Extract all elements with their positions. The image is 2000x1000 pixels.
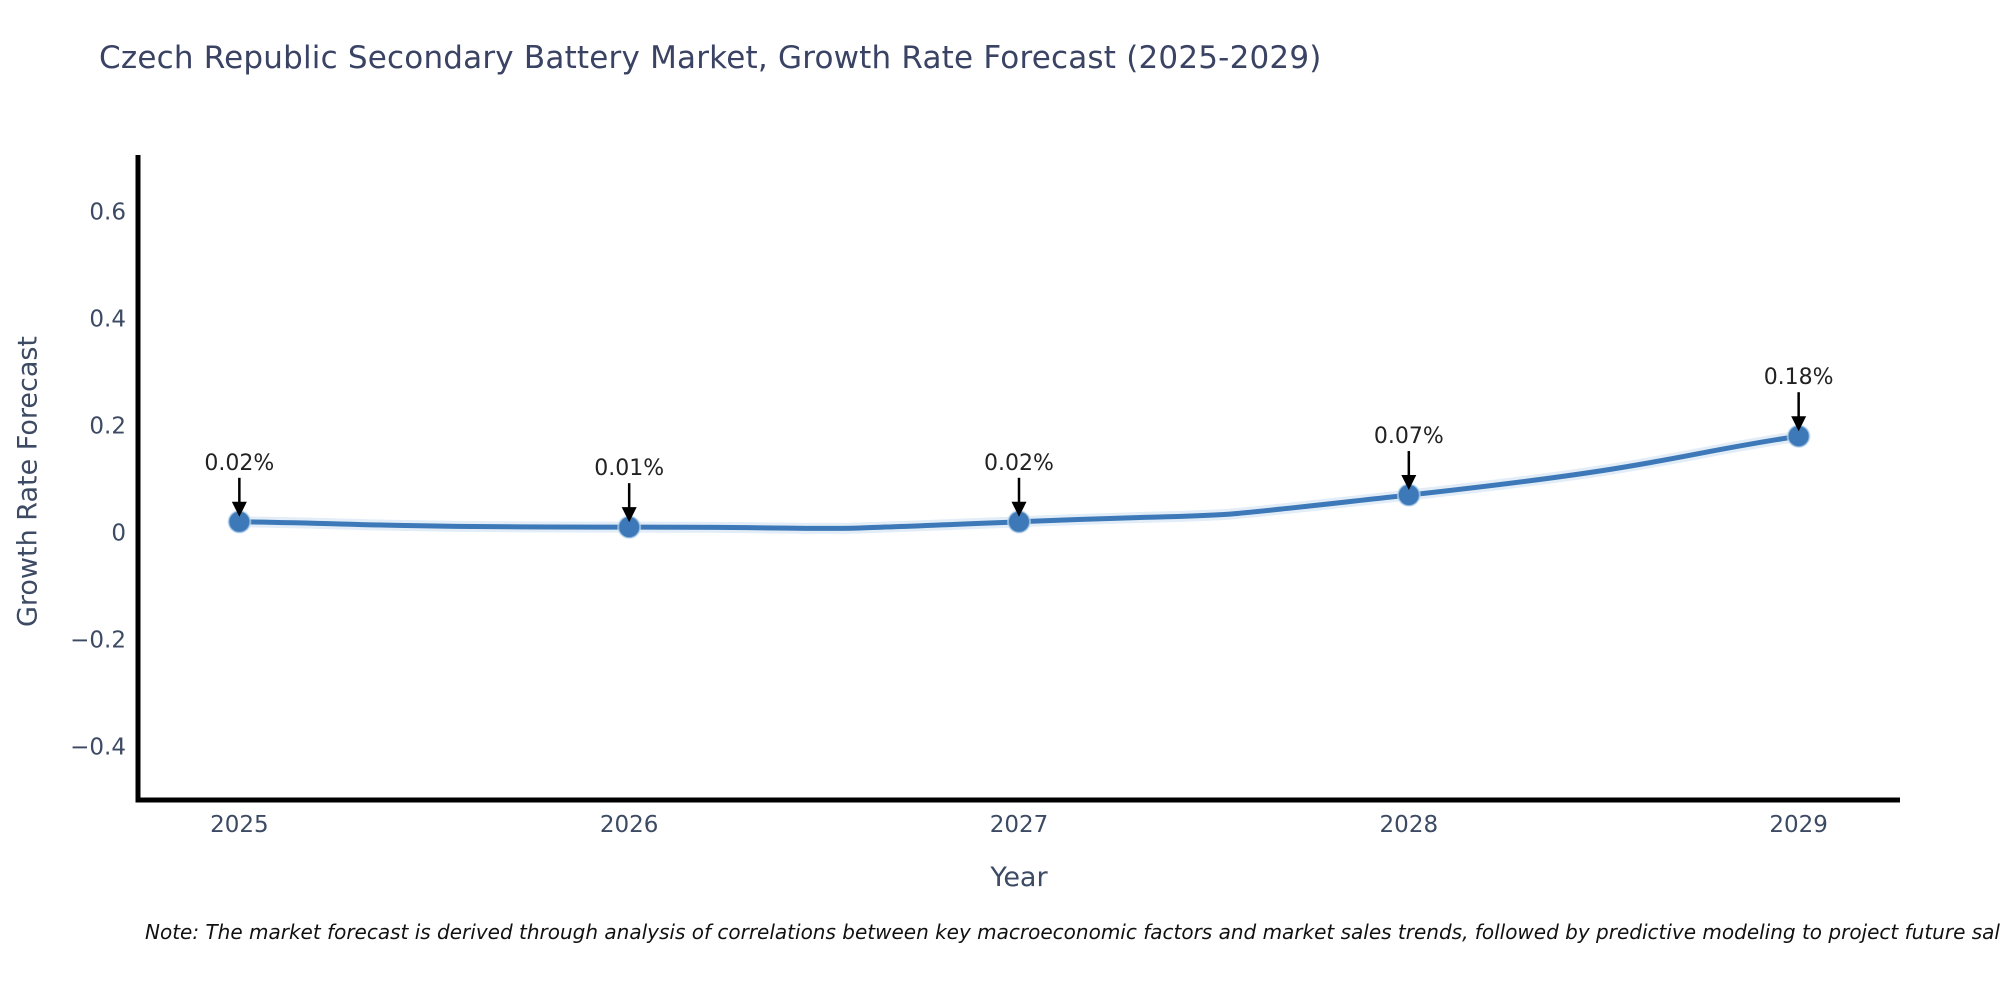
data-point-label: 0.07%: [1374, 424, 1444, 449]
annotation-arrow-head: [1401, 475, 1417, 491]
data-point-label: 0.02%: [204, 451, 274, 476]
data-point-label: 0.01%: [594, 456, 664, 481]
y-tick-label: −0.4: [70, 735, 126, 761]
y-tick-label: 0.4: [89, 307, 126, 333]
footnote: Note: The market forecast is derived thr…: [145, 920, 2000, 944]
chart-title: Czech Republic Secondary Battery Market,…: [99, 40, 1322, 76]
y-tick-label: 0.6: [89, 200, 126, 226]
axis-spines: [135, 155, 1900, 803]
x-tick-label: 2029: [1769, 812, 1828, 838]
data-point-label: 0.18%: [1764, 365, 1834, 390]
x-tick-label: 2026: [600, 812, 659, 838]
x-tick-label: 2028: [1380, 812, 1439, 838]
data-point-label: 0.02%: [984, 451, 1054, 476]
x-tick-label: 2027: [990, 812, 1049, 838]
annotation-arrow-head: [1011, 501, 1027, 517]
x-axis-title: Year: [990, 862, 1048, 893]
y-tick-label: 0: [111, 521, 126, 547]
annotation-arrow-head: [231, 501, 247, 517]
annotation-arrow-head: [621, 507, 637, 523]
annotation-arrow-head: [1791, 416, 1807, 432]
y-tick-label: 0.2: [89, 414, 126, 440]
y-tick-label: −0.2: [70, 628, 126, 654]
x-tick-label: 2025: [210, 812, 269, 838]
